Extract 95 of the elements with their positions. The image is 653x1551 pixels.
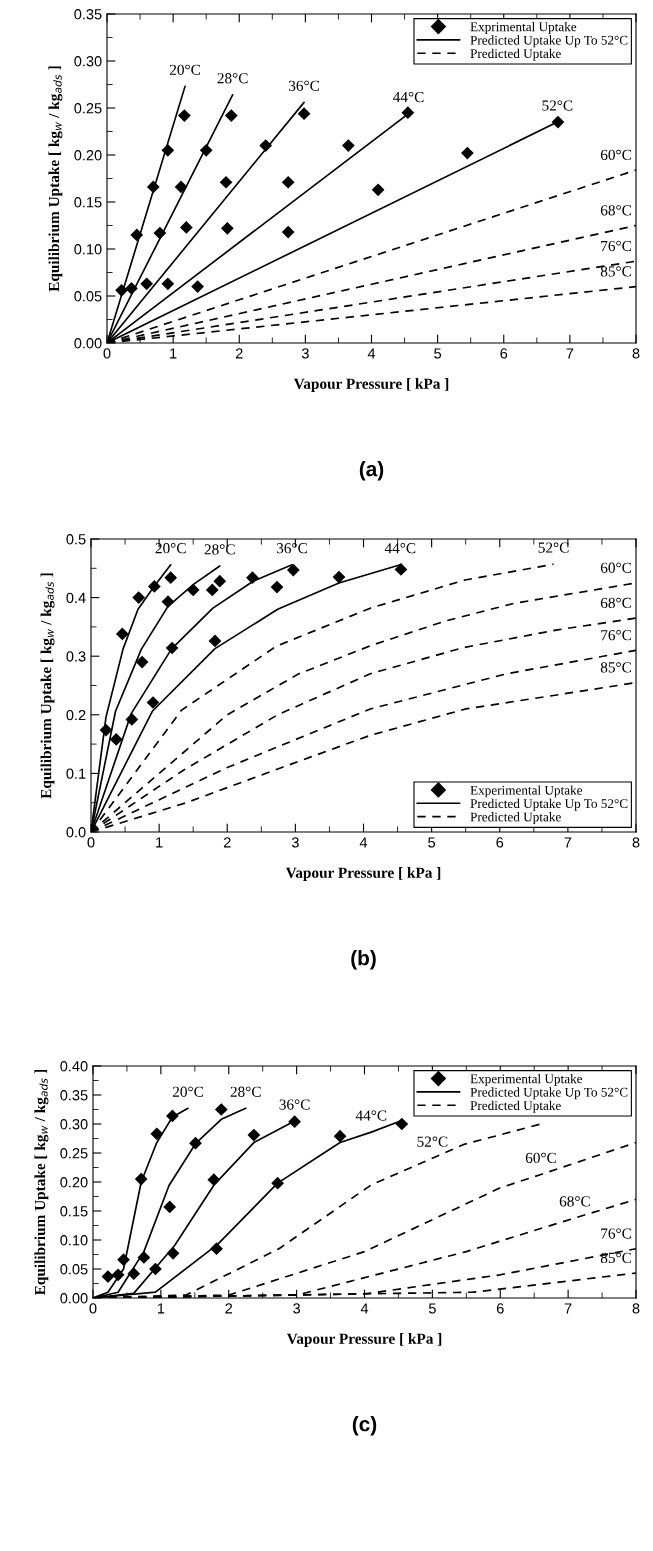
y-tick-label: 0.10 — [60, 1235, 88, 1246]
annotation: 60°C — [600, 562, 631, 573]
x-tick-label: 4 — [360, 1303, 369, 1314]
x-tick-label: 1 — [170, 348, 177, 359]
y-tick-label: 0.25 — [74, 103, 102, 114]
y-tick-label: 0.0 — [66, 827, 86, 838]
annotation: 85°C — [600, 662, 631, 673]
x-tick-label: 4 — [359, 837, 368, 848]
x-tick-label: 5 — [428, 837, 436, 848]
annotation: 76°C — [601, 1228, 631, 1239]
y-tick-label: 0.20 — [60, 1177, 88, 1188]
legend-label: Predicted Uptake Up To 52°C — [470, 798, 628, 811]
y-tick-label: 0.35 — [74, 9, 102, 20]
x-tick-label: 7 — [564, 837, 572, 848]
legend-label: Experimental Uptake — [470, 785, 583, 798]
x-tick-label: 1 — [157, 1303, 165, 1314]
y-tick-label: 0.30 — [60, 1119, 88, 1130]
annotation: 20°C — [172, 1086, 203, 1097]
y-axis-title: Equilibrium Uptake [ kg$_{w}$ / kg$_{ads}$ ] — [48, 66, 63, 292]
y-tick-label: 0.15 — [74, 197, 102, 208]
annotation: 44°C — [393, 91, 424, 103]
x-tick-label: 7 — [566, 348, 574, 359]
x-tick-label: 3 — [301, 348, 309, 359]
y-axis-title: Equilibrium Uptake [ kg$_{w}$ / kg$_{ads}$ ] — [34, 1069, 49, 1296]
annotation: 36°C — [279, 1099, 310, 1110]
legend-label: Predicted Uptake — [470, 1100, 561, 1113]
y-tick-label: 0.25 — [60, 1148, 88, 1159]
y-tick-label: 0.10 — [74, 244, 102, 255]
x-tick-label: 5 — [428, 1303, 436, 1314]
annotation: 28°C — [204, 544, 235, 555]
x-axis-title: Vapour Pressure [ kPa ] — [286, 1333, 442, 1347]
legend-label: Experimental Uptake — [470, 1074, 583, 1086]
annotation: 36°C — [276, 543, 307, 554]
y-tick-label: 0.00 — [74, 338, 102, 349]
y-tick-label: 0.05 — [60, 1264, 88, 1275]
y-tick-label: 0.30 — [74, 56, 102, 67]
y-tick-label: 0.15 — [60, 1206, 88, 1217]
annotation: 76°C — [601, 240, 631, 252]
y-axis-title: Equilibrium Uptake [ kg$_{w}$ / kg$_{ads}$ ] — [40, 573, 55, 799]
y-tick-label: 0.00 — [60, 1293, 88, 1304]
annotation: 44°C — [355, 1110, 387, 1121]
y-tick-label: 0.5 — [66, 534, 86, 545]
y-tick-label: 0.35 — [60, 1090, 88, 1101]
y-tick-label: 0.4 — [66, 592, 86, 604]
x-tick-label: 6 — [496, 1303, 504, 1314]
annotation: 36°C — [288, 80, 319, 91]
text: (b) — [351, 950, 376, 970]
annotation: 44°C — [384, 543, 416, 554]
text: (c) — [352, 1416, 377, 1436]
annotation: 52°C — [542, 100, 573, 111]
annotation: 52°C — [417, 1136, 448, 1147]
annotation: 20°C — [155, 543, 186, 554]
x-tick-label: 4 — [367, 348, 376, 359]
y-tick-label: 0.1 — [66, 768, 86, 779]
annotation: 60°C — [600, 149, 631, 160]
annotation: 85°C — [600, 266, 631, 277]
y-tick-label: 0.40 — [60, 1061, 88, 1072]
y-tick-label: 0.20 — [74, 150, 102, 161]
x-tick-label: 0 — [103, 348, 111, 359]
x-tick-label: 8 — [632, 1303, 640, 1314]
y-tick-label: 0.05 — [74, 291, 102, 302]
x-tick-label: 6 — [500, 348, 508, 359]
x-tick-label: 8 — [632, 348, 640, 359]
x-axis-title: Vapour Pressure [ kPa ] — [285, 867, 441, 881]
annotation: 28°C — [230, 1086, 261, 1097]
legend-label: Predicted Uptake — [470, 812, 561, 825]
x-tick-label: 1 — [156, 837, 163, 848]
annotation: 76°C — [601, 629, 631, 641]
x-tick-label: 6 — [496, 837, 504, 848]
legend-label: Predicted Uptake Up To 52°C — [470, 35, 628, 48]
annotation: 20°C — [169, 64, 200, 75]
x-tick-label: 5 — [434, 348, 442, 359]
x-tick-label: 0 — [87, 837, 95, 848]
x-tick-label: 0 — [89, 1303, 97, 1314]
x-tick-label: 7 — [564, 1303, 572, 1314]
x-tick-label: 2 — [235, 348, 243, 359]
legend-label: Predicted Uptake — [470, 48, 561, 61]
annotation: 68°C — [559, 1196, 590, 1207]
annotation: 68°C — [600, 597, 631, 609]
x-axis-title: Vapour Pressure [ kPa ] — [293, 378, 449, 392]
annotation: 68°C — [600, 205, 631, 216]
x-tick-label: 2 — [225, 1303, 233, 1314]
y-tick-label: 0.2 — [66, 709, 86, 721]
text: (a) — [359, 461, 384, 481]
annotation: 28°C — [217, 73, 248, 84]
legend-label: Exprimental Uptake — [470, 22, 577, 34]
x-tick-label: 2 — [223, 837, 231, 848]
annotation: 85°C — [600, 1252, 631, 1264]
annotation: 52°C — [538, 542, 569, 553]
x-tick-label: 3 — [291, 837, 299, 848]
x-tick-label: 8 — [632, 837, 640, 848]
annotation: 60°C — [525, 1152, 556, 1164]
x-tick-label: 3 — [293, 1303, 301, 1314]
y-tick-label: 0.3 — [66, 651, 86, 662]
legend-label: Predicted Uptake Up To 52°C — [470, 1087, 628, 1100]
